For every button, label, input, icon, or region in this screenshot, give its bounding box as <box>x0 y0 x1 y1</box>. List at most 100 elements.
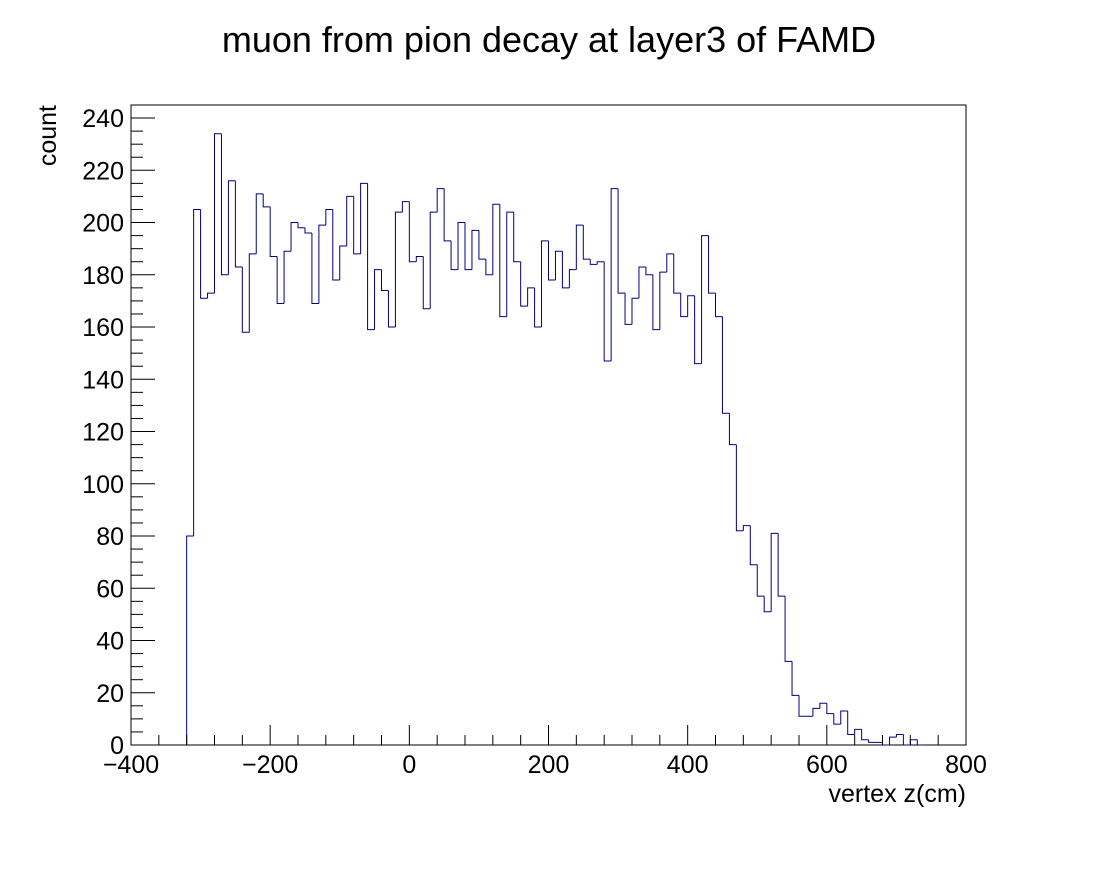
histogram-bin <box>513 212 521 263</box>
histogram-bin <box>680 293 688 318</box>
histogram-bin <box>193 208 201 537</box>
histogram-bin <box>882 742 890 746</box>
histogram-bin <box>624 293 632 325</box>
histogram-bin <box>387 290 396 328</box>
histogram-bin <box>777 533 786 597</box>
histogram-bin <box>436 188 445 213</box>
histogram-bin <box>742 525 751 531</box>
histogram-bin <box>234 180 243 268</box>
histogram-bin <box>457 222 465 270</box>
histogram-bin <box>339 245 347 281</box>
histogram-bin <box>325 208 333 226</box>
histogram-bin <box>909 739 918 745</box>
y-axis-ticks: 0 20 40 60 80 100 120 140 160 180 200 220 240 <box>82 104 155 760</box>
histogram-bin <box>227 180 236 275</box>
histogram-bin <box>200 209 208 299</box>
y-tick-label: 200 <box>82 210 124 238</box>
histogram-bin <box>311 233 319 305</box>
histogram-series <box>186 133 925 746</box>
histogram-bin <box>464 222 472 271</box>
histogram-bin <box>854 728 862 735</box>
histogram-bin <box>770 532 779 612</box>
histogram-bin <box>721 316 730 414</box>
y-tick-label: 20 <box>96 680 124 708</box>
histogram-bin <box>895 734 904 738</box>
y-tick-label: 180 <box>82 262 124 290</box>
histogram-bin <box>659 271 667 330</box>
y-tick-label: 0 <box>110 732 124 760</box>
x-axis-ticks: −400 −200 0 200 400 600 800 <box>103 725 987 779</box>
y-tick-label: 40 <box>96 628 124 656</box>
histogram-bin <box>694 295 702 365</box>
histogram-bin <box>360 182 368 254</box>
histogram-bin <box>207 292 215 299</box>
histogram-bin <box>283 250 292 304</box>
histogram-bin <box>332 209 340 281</box>
histogram-bin <box>262 193 271 208</box>
histogram-bin <box>589 259 598 265</box>
histogram-bin <box>269 206 278 258</box>
histogram-bin <box>534 287 542 328</box>
histogram-bin <box>826 703 834 715</box>
histogram-bin <box>763 596 772 613</box>
histogram-bin <box>297 222 305 229</box>
histogram-bin <box>868 739 876 743</box>
histogram-bin <box>485 259 493 276</box>
histogram-bin <box>784 596 793 662</box>
histogram-bin <box>450 240 459 271</box>
x-tick-label: 0 <box>402 751 416 779</box>
histogram-bin <box>687 295 695 317</box>
histogram-bin <box>840 710 848 725</box>
histogram-bin <box>673 253 681 294</box>
histogram-bin <box>756 564 765 597</box>
histogram-bin <box>568 269 577 288</box>
histogram-bin <box>248 253 257 333</box>
histogram-bin <box>582 225 591 260</box>
histogram-bin <box>478 230 486 260</box>
histogram-bin <box>645 266 653 276</box>
histogram-bin <box>548 240 556 281</box>
y-tick-label: 80 <box>96 523 124 551</box>
histogram-bin <box>318 224 326 304</box>
histogram-bin <box>617 188 626 294</box>
histogram-bin <box>575 224 584 270</box>
histogram-bin <box>715 293 723 318</box>
histogram-bin <box>492 203 500 275</box>
histogram-bin <box>422 256 431 310</box>
histogram-bin <box>374 269 382 330</box>
histogram-bin <box>554 250 563 281</box>
histogram-bin <box>346 195 354 247</box>
histogram-bin <box>916 739 925 746</box>
histogram-bin <box>304 227 312 234</box>
y-tick-label: 120 <box>82 419 124 447</box>
histogram-bin <box>791 661 799 696</box>
histogram-bin <box>888 736 897 745</box>
histogram-bin <box>429 211 438 309</box>
histogram-bin <box>701 235 709 364</box>
chart-title: muon from pion decay at layer3 of FAMD <box>222 19 876 60</box>
histogram-bin <box>186 535 194 745</box>
x-tick-label: 200 <box>528 751 570 779</box>
histogram-bin <box>499 204 507 318</box>
histogram-bin <box>735 444 744 532</box>
histogram-bin <box>367 183 375 331</box>
histogram-bin <box>847 711 855 736</box>
histogram-bin <box>541 240 549 328</box>
histogram-bin <box>506 211 514 317</box>
x-tick-label: 600 <box>806 751 848 779</box>
histogram-bin <box>394 211 403 328</box>
histogram-bin <box>728 413 737 446</box>
histogram-bin <box>415 256 424 262</box>
x-tick-label: 800 <box>945 751 987 779</box>
histogram-bin <box>902 734 911 746</box>
histogram-bin <box>241 266 250 333</box>
histogram-bin <box>603 261 612 362</box>
histogram-bin <box>812 707 820 717</box>
histogram-bin <box>749 525 758 566</box>
y-axis-label: count <box>34 105 62 166</box>
histogram-bin <box>220 133 229 276</box>
y-tick-label: 100 <box>82 471 124 499</box>
histogram-bin <box>290 222 298 252</box>
histogram-bin <box>471 229 479 270</box>
